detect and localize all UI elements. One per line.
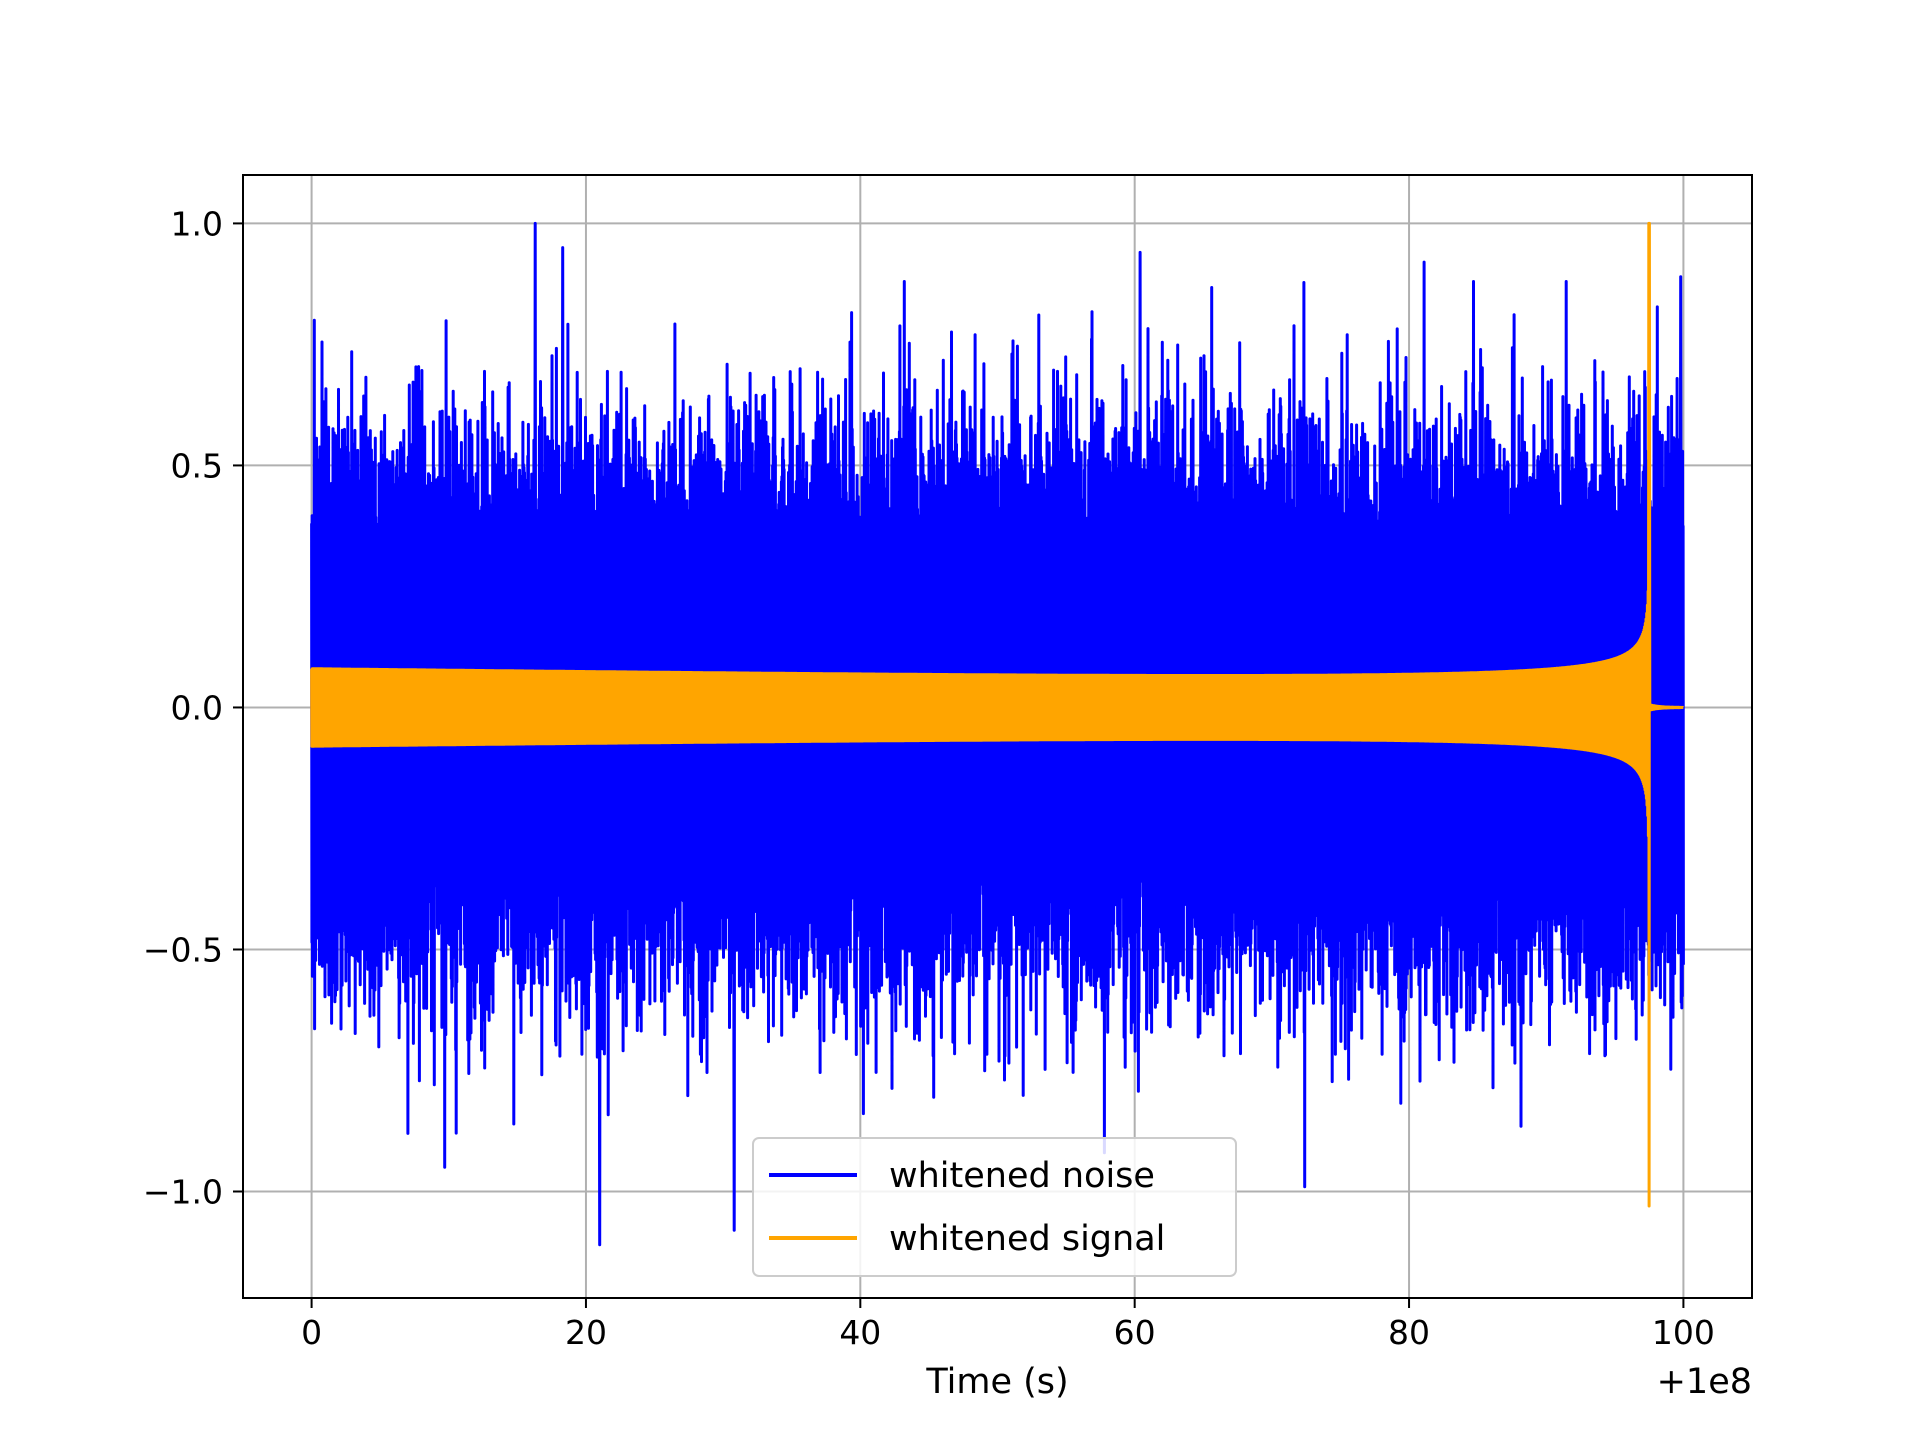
x-tick-label: 40 bbox=[839, 1313, 881, 1352]
x-tick-label: 100 bbox=[1652, 1313, 1715, 1352]
y-tick-label: 1.0 bbox=[171, 204, 223, 243]
legend: whitened noise whitened signal bbox=[752, 1137, 1237, 1277]
y-tick-label: 0.5 bbox=[171, 446, 223, 485]
series-layer bbox=[310, 221, 1685, 1247]
y-tick-label: 0.0 bbox=[171, 688, 223, 727]
series-whitened-signal-line bbox=[310, 221, 1685, 1208]
y-tick-label: −0.5 bbox=[143, 930, 223, 969]
y-tick-label: −1.0 bbox=[143, 1173, 223, 1212]
x-tick-label: 80 bbox=[1388, 1313, 1430, 1352]
ticks: 0 20 40 60 80 100 −1.0 −0.5 0.0 0.5 1.0 bbox=[143, 204, 1715, 1352]
x-offset-label: +1e8 bbox=[1657, 1362, 1752, 1402]
x-tick-label: 60 bbox=[1114, 1313, 1156, 1352]
x-axis-label: Time (s) bbox=[925, 1362, 1068, 1402]
x-tick-label: 20 bbox=[565, 1313, 607, 1352]
legend-label: whitened noise bbox=[889, 1156, 1155, 1196]
plot-frame bbox=[242, 174, 1753, 1299]
legend-box bbox=[752, 1137, 1237, 1277]
legend-label: whitened signal bbox=[889, 1219, 1165, 1259]
x-tick-label: 0 bbox=[301, 1313, 322, 1352]
